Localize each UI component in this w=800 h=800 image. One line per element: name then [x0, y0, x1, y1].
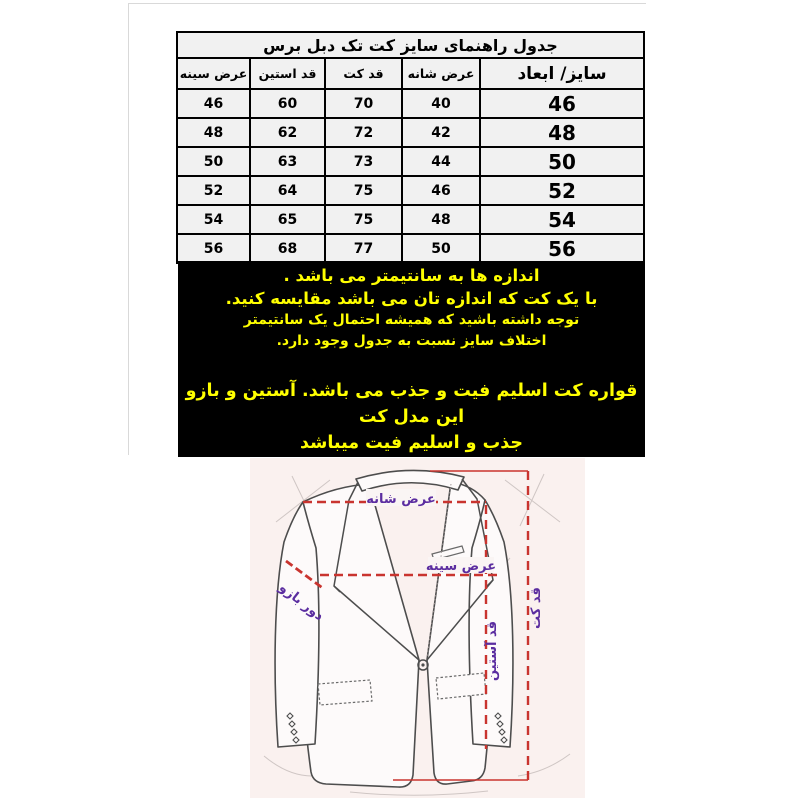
jacket-measurement-diagram: عرض شانه عرض سینه دور بازو قد آستین قد ک…	[250, 458, 585, 798]
jacket-length-value: 75	[324, 204, 403, 235]
size-value: 56	[479, 233, 645, 264]
notes-spacer	[178, 351, 645, 378]
jacket-details	[317, 483, 487, 706]
header-shoulder-width: عرض شانه	[401, 57, 481, 90]
table-row: 48 42 72 62 48	[175, 117, 645, 148]
table-row: 46 40 70 60 46	[175, 88, 645, 119]
header-jacket-length: قد کت	[324, 57, 403, 90]
table-row: 52 46 75 64 52	[175, 175, 645, 206]
jacket-length-value: 75	[324, 175, 403, 206]
chest-value: 50	[175, 146, 252, 177]
shoulder-value: 50	[401, 233, 481, 264]
front-button	[417, 659, 429, 671]
note-units: اندازه ها به سانتیمتر می باشد .	[283, 266, 540, 285]
right-flap-pocket	[435, 672, 487, 700]
sleeve-value: 60	[249, 88, 326, 119]
chest-width-label: عرض سینه	[426, 559, 496, 574]
shoulder-value: 44	[401, 146, 481, 177]
cuff-buttons	[286, 712, 508, 744]
shoulder-value: 42	[401, 117, 481, 148]
header-chest-width: عرض سینه	[175, 57, 252, 90]
chest-label-bg	[428, 557, 494, 573]
jacket-length-value: 70	[324, 88, 403, 119]
sleeve-value: 68	[249, 233, 326, 264]
chest-value: 56	[175, 233, 252, 264]
note-tolerance-1: توجه داشته باشید که همیشه احتمال یک سانت…	[243, 312, 580, 328]
table-title: جدول راهنمای سایز کت تک دبل برس	[175, 31, 646, 59]
note-compare: با یک کت که اندازه تان می باشد مقایسه کن…	[225, 289, 598, 308]
jacket-length-value: 72	[324, 117, 403, 148]
chest-value: 46	[175, 88, 252, 119]
chest-value: 54	[175, 204, 252, 235]
shoulder-value: 48	[401, 204, 481, 235]
table-row: 50 44 73 63 50	[175, 146, 645, 177]
size-value: 46	[479, 88, 645, 119]
jacket-length-label: قد کت	[529, 587, 544, 629]
note-fit-1: قواره کت اسلیم فیت و جذب می باشد. آستین …	[185, 381, 638, 427]
sleeve-value: 64	[249, 175, 326, 206]
photo-frame-left-border	[128, 3, 129, 455]
jacket-collar	[355, 469, 465, 492]
shoulder-label-bg	[366, 489, 436, 506]
notes-block: اندازه ها به سانتیمتر می باشد . با یک کت…	[178, 261, 645, 457]
table-header-row: سایز/ ابعاد عرض شانه قد کت قد استین عرض …	[175, 57, 645, 90]
left-flap-pocket	[317, 679, 373, 706]
chest-value: 48	[175, 117, 252, 148]
arm-girth-line	[285, 559, 325, 591]
table-row: 56 50 77 68 56	[175, 233, 645, 264]
jacket-length-value: 77	[324, 233, 403, 264]
size-value: 54	[479, 204, 645, 235]
size-value: 48	[479, 117, 645, 148]
sleeve-value: 65	[249, 204, 326, 235]
shoulder-value: 40	[401, 88, 481, 119]
note-tolerance-2: اختلاف سایز نسبت به جدول وجود دارد.	[276, 332, 547, 349]
size-table: جدول راهنمای سایز کت تک دبل برس سایز/ اب…	[175, 31, 646, 264]
jacket-length-value: 73	[324, 146, 403, 177]
note-fit-2: جذب و اسلیم فیت میباشد	[300, 433, 523, 453]
table-title-row: جدول راهنمای سایز کت تک دبل برس	[175, 31, 646, 59]
size-value: 52	[479, 175, 645, 206]
photo-frame-top-border	[128, 3, 646, 4]
shoulder-value: 46	[401, 175, 481, 206]
size-value: 50	[479, 146, 645, 177]
sleeve-length-label: قد آستین	[483, 621, 500, 681]
header-sleeve-length: قد استین	[249, 57, 326, 90]
header-size: سایز/ ابعاد	[479, 57, 645, 90]
chest-value: 52	[175, 175, 252, 206]
shoulder-width-label: عرض شانه	[366, 492, 435, 507]
sleeve-value: 62	[249, 117, 326, 148]
sleeve-value: 63	[249, 146, 326, 177]
jacket-left-sleeve	[274, 501, 320, 748]
table-row: 54 48 75 65 54	[175, 204, 645, 235]
